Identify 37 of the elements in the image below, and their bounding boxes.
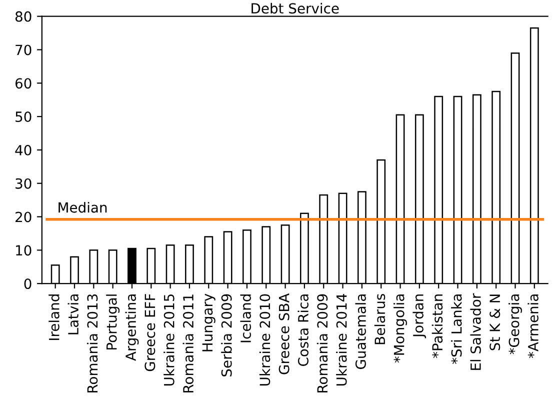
y-tick-label: 20 (16, 212, 32, 222)
x-tick-label: Guatemala (355, 294, 366, 369)
x-tick-label: *Armenia (528, 294, 538, 358)
x-tick-label: Serbia 2009 (221, 294, 232, 376)
ref-line-label: Median (58, 202, 107, 213)
y-tick-label: 70 (16, 44, 32, 56)
y-tick-label: 0 (24, 278, 32, 290)
y-tick-label: 80 (15, 11, 32, 22)
chart-title: Debt Service (252, 2, 339, 14)
x-tick-label: Ireland (48, 294, 60, 340)
x-tick-label: *Mongolia (394, 294, 407, 363)
y-tick-label: 30 (16, 178, 32, 189)
x-tick-label: Ukraine 2015 (164, 294, 174, 386)
x-tick-label: Ukraine 2010 (259, 294, 270, 386)
x-tick-label: El Salvador (470, 293, 481, 370)
x-tick-label: Romania 2013 (86, 294, 98, 392)
x-tick-label: Portugal (106, 294, 120, 350)
x-tick-label: Romania 2011 (182, 294, 194, 392)
x-tick-label: Hungary (202, 294, 216, 352)
x-tick-label: Ukraine 2014 (336, 294, 347, 386)
y-tick-label: 60 (16, 78, 32, 89)
x-tick-label: Greece EFF (144, 294, 156, 372)
x-tick-label: Iceland (240, 294, 251, 342)
y-tick-label: 50 (16, 112, 32, 122)
x-tick-label: Latvia (68, 294, 79, 334)
x-tick-label: Belarus (374, 294, 386, 344)
x-tick-label: *Sri Lanka (451, 294, 462, 364)
x-tick-label: Romania 2009 (316, 294, 328, 392)
x-tick-label: Jordan (412, 294, 426, 338)
y-tick-label: 10 (16, 245, 32, 256)
x-tick-label: *Pakistan (432, 294, 443, 358)
x-tick-label: Argentina (125, 294, 139, 361)
x-tick-label: Greece SBA (278, 293, 290, 374)
x-tick-label: Costa Rica (298, 294, 308, 366)
x-tick-label: St K & N (490, 294, 500, 350)
x-tick-label: *Georgia (508, 294, 522, 354)
y-tick-label: 40 (15, 144, 32, 156)
